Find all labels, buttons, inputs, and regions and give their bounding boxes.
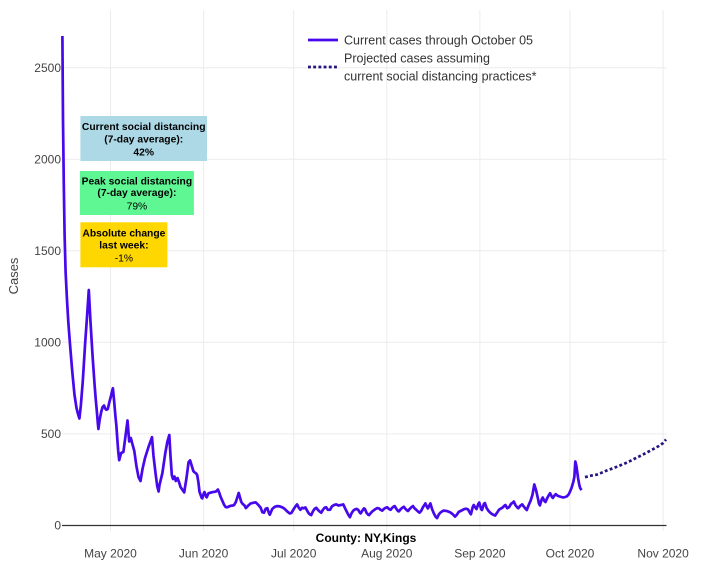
svg-text:2500: 2500: [34, 61, 61, 75]
svg-text:1000: 1000: [34, 336, 61, 350]
svg-text:-1%: -1%: [115, 253, 133, 264]
svg-text:Aug 2020: Aug 2020: [361, 546, 413, 560]
svg-text:Oct 2020: Oct 2020: [546, 546, 595, 560]
svg-text:May 2020: May 2020: [84, 546, 137, 560]
svg-text:1500: 1500: [34, 244, 61, 258]
svg-text:Sep 2020: Sep 2020: [454, 546, 506, 560]
svg-text:500: 500: [41, 427, 61, 441]
svg-text:Cases: Cases: [6, 257, 21, 294]
svg-text:Peak social distancing: Peak social distancing: [82, 176, 192, 187]
svg-text:(7-day average):: (7-day average):: [97, 188, 176, 199]
svg-text:Jul 2020: Jul 2020: [271, 546, 317, 560]
svg-text:2000: 2000: [34, 152, 61, 166]
svg-text:Projected cases assuming: Projected cases assuming: [344, 52, 490, 66]
svg-text:Current social distancing: Current social distancing: [82, 122, 206, 133]
svg-text:Jun 2020: Jun 2020: [179, 546, 229, 560]
svg-text:last week:: last week:: [99, 241, 148, 252]
svg-text:0: 0: [54, 519, 61, 533]
svg-text:(7-day average):: (7-day average):: [104, 135, 183, 146]
svg-text:current social distancing prac: current social distancing practices*: [344, 70, 537, 84]
svg-text:Absolute change: Absolute change: [82, 228, 165, 239]
svg-text:Current cases through October: Current cases through October 05: [344, 34, 533, 48]
svg-text:79%: 79%: [127, 201, 148, 212]
svg-text:Nov 2020: Nov 2020: [637, 546, 689, 560]
svg-text:County: NY,Kings: County: NY,Kings: [316, 531, 417, 545]
svg-text:42%: 42%: [133, 148, 154, 159]
